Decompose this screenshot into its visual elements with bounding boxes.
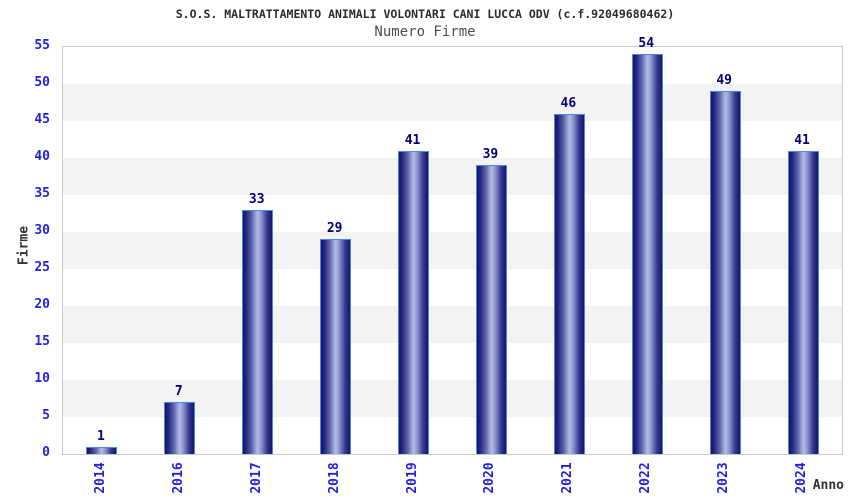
x-axis-label: Anno xyxy=(812,478,844,493)
y-tick-label: 30 xyxy=(34,223,50,238)
x-tick-label: 2023 xyxy=(716,462,732,494)
bar-value-label: 1 xyxy=(97,428,105,444)
bar-2019 xyxy=(398,150,430,454)
bar-value-label: 7 xyxy=(174,384,183,400)
chart-title: S.O.S. MALTRATTAMENTO ANIMALI VOLONTARI … xyxy=(175,7,675,21)
x-tick-label: 2019 xyxy=(404,462,420,494)
x-tick-label: 2018 xyxy=(326,462,342,494)
bar-value-label: 39 xyxy=(482,147,499,163)
bar-value-label: 41 xyxy=(794,132,810,148)
y-tick-label: 55 xyxy=(34,38,50,53)
bar-value-label: 54 xyxy=(638,36,655,52)
bar-2022 xyxy=(631,54,663,454)
bar-2016 xyxy=(164,402,196,454)
bar-value-label: 46 xyxy=(560,95,577,111)
y-tick-label: 0 xyxy=(42,445,50,460)
bar-2017 xyxy=(242,209,274,454)
x-tick-label: 2021 xyxy=(560,462,576,494)
bar-value-label: 29 xyxy=(326,221,343,237)
y-tick-label: 15 xyxy=(34,334,50,349)
bar-2024 xyxy=(787,150,819,454)
bar-2023 xyxy=(709,91,741,454)
plot-area xyxy=(62,46,843,455)
chart-subtitle: Numero Firme xyxy=(374,24,476,40)
bar-value-label: 33 xyxy=(248,191,265,207)
bar-2014 xyxy=(86,446,118,454)
x-tick-label: 2020 xyxy=(482,462,498,494)
y-tick-label: 50 xyxy=(34,75,50,90)
x-tick-label: 2024 xyxy=(794,462,810,494)
bar-value-label: 41 xyxy=(404,132,421,148)
y-tick-label: 35 xyxy=(34,186,50,201)
y-tick-label: 25 xyxy=(34,260,50,275)
bar-value-label: 49 xyxy=(716,73,732,89)
x-tick-label: 2022 xyxy=(638,462,654,494)
y-tick-label: 5 xyxy=(42,408,50,423)
bar-2020 xyxy=(475,165,507,454)
x-tick-label: 2016 xyxy=(170,462,186,494)
y-tick-label: 40 xyxy=(34,149,50,164)
y-tick-label: 20 xyxy=(34,297,50,312)
x-tick-label: 2014 xyxy=(92,462,108,494)
bar-2021 xyxy=(553,113,585,454)
x-tick-label: 2017 xyxy=(248,462,264,494)
y-tick-label: 10 xyxy=(34,371,50,386)
bar-2018 xyxy=(320,239,352,454)
y-tick-label: 45 xyxy=(34,112,50,127)
